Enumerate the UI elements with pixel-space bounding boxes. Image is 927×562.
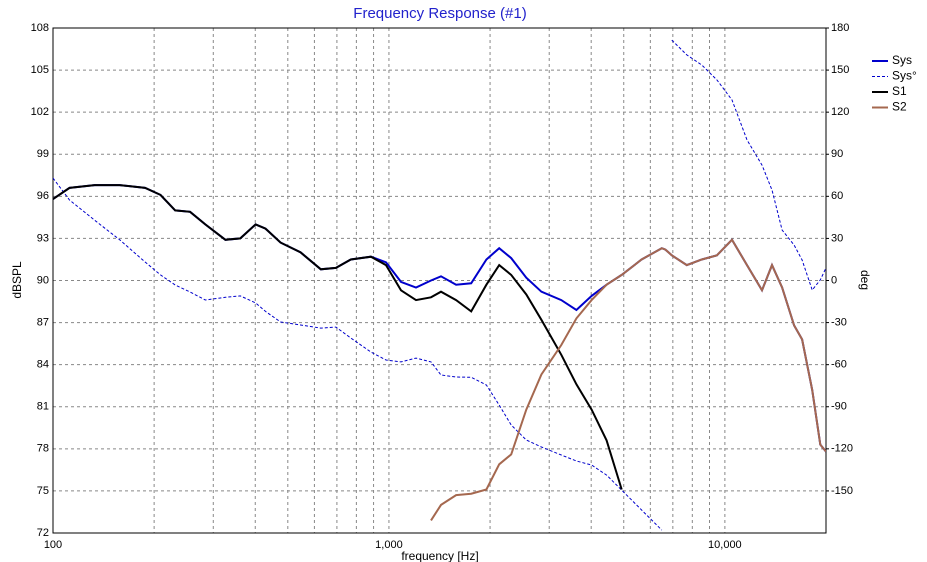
y-tick-label: 105 <box>31 64 49 76</box>
y-tick-label: 96 <box>37 190 49 202</box>
y2-tick-label: 150 <box>831 64 849 76</box>
y-tick-label: 78 <box>37 443 49 455</box>
y-tick-label: 81 <box>37 401 49 413</box>
series-line <box>430 238 826 521</box>
x-tick-label: 1,000 <box>375 539 403 551</box>
y-tick-label: 102 <box>31 106 49 118</box>
x-axis-label: frequency [Hz] <box>401 549 478 562</box>
x-tick-label: 10,000 <box>708 539 742 551</box>
y-tick-label: 90 <box>37 274 49 286</box>
y-tick-label: 84 <box>37 359 49 371</box>
y-axis-label: dBSPL <box>10 261 24 299</box>
x-tick-label: 100 <box>44 539 62 551</box>
y2-tick-label: -60 <box>831 359 847 371</box>
y2-tick-label: 180 <box>831 22 849 34</box>
y2-tick-label: 0 <box>831 274 837 286</box>
y2-tick-label: -120 <box>831 443 853 455</box>
y-tick-label: 72 <box>37 527 49 539</box>
y-tick-label: 75 <box>37 485 49 497</box>
chart-title: Frequency Response (#1) <box>353 5 526 22</box>
y-tick-label: 87 <box>37 316 49 328</box>
y-tick-label: 108 <box>31 22 49 34</box>
legend-label: S2 <box>892 100 907 114</box>
series-line <box>53 39 826 531</box>
y2-axis-label: deg <box>858 270 872 290</box>
y-tick-label: 93 <box>37 232 49 244</box>
y2-tick-label: 90 <box>831 148 843 160</box>
y2-tick-label: 120 <box>831 106 849 118</box>
series-line <box>53 184 623 490</box>
plot-border <box>52 27 827 534</box>
y2-tick-label: -30 <box>831 316 847 328</box>
legend-label: Sys° <box>892 69 917 83</box>
y-tick-label: 99 <box>37 148 49 160</box>
legend-label: Sys <box>892 53 912 67</box>
y2-tick-label: -90 <box>831 401 847 413</box>
legend-label: S1 <box>892 84 907 98</box>
y2-tick-label: 60 <box>831 190 843 202</box>
y2-tick-label: 30 <box>831 232 843 244</box>
y2-tick-label: -150 <box>831 485 853 497</box>
